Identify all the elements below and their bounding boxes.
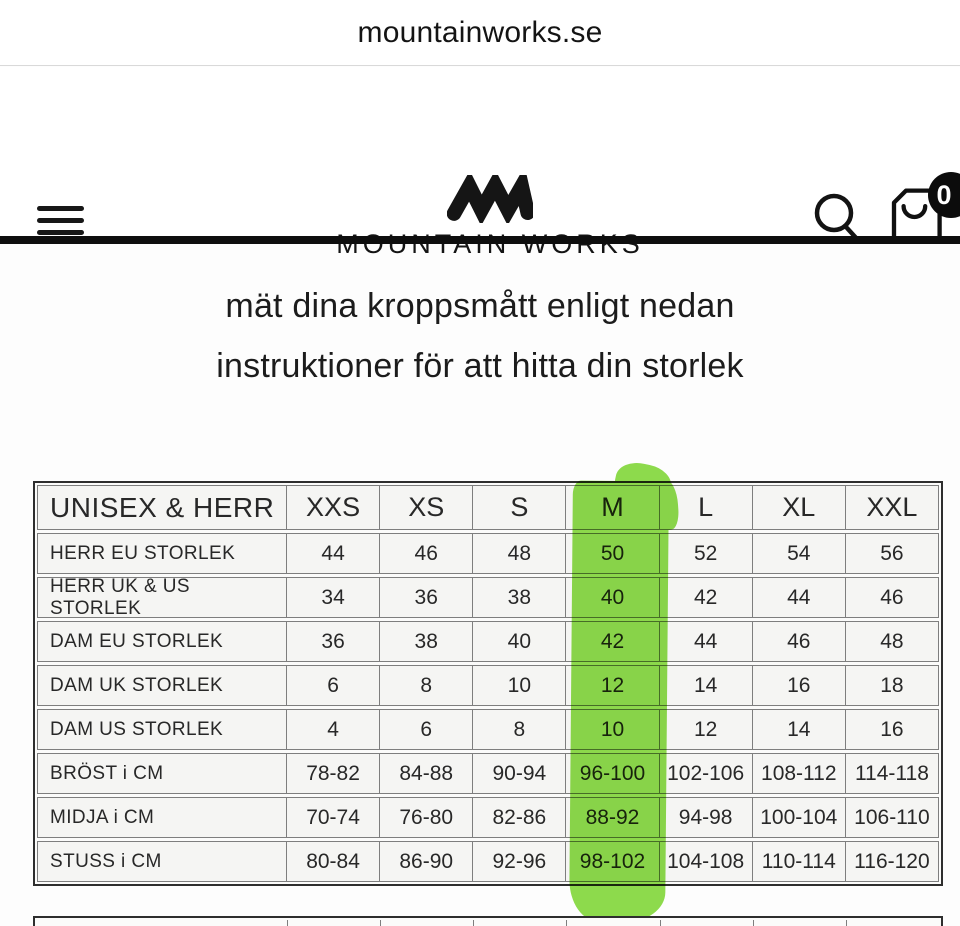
value-cell: 40 [473, 622, 567, 661]
value-cell: 46 [380, 534, 474, 573]
size-column-header: XS [380, 486, 474, 529]
shop-header: MOUNTAIN WORKS 0 [0, 67, 960, 259]
value-cell: 50 [566, 534, 660, 573]
brand-name: MOUNTAIN WORKS [336, 229, 644, 259]
value-cell: 86-90 [380, 842, 474, 881]
row-label: DAM UK STORLEK [37, 666, 287, 705]
value-cell: 54 [753, 534, 846, 573]
table-row: DAM US STORLEK 4 6 8 10 12 14 16 [37, 709, 939, 750]
size-column-header: L [660, 486, 753, 529]
value-cell: 36 [287, 622, 381, 661]
row-label: MIDJA i CM [37, 798, 287, 837]
value-cell: 88-92 [566, 798, 660, 837]
value-cell: 8 [380, 666, 474, 705]
size-column-header: XL [753, 486, 846, 529]
hamburger-icon [37, 206, 84, 211]
value-cell: 104-108 [660, 842, 753, 881]
value-cell: 38 [380, 622, 474, 661]
heading-line-1: mät dina kroppsmått enligt nedan [225, 287, 735, 325]
next-table-top-edge [33, 916, 943, 926]
value-cell: 10 [473, 666, 567, 705]
value-cell: 6 [287, 666, 381, 705]
site-topbar: mountainworks.se [0, 0, 960, 66]
value-cell: 48 [473, 534, 567, 573]
table-row: MIDJA i CM 70-74 76-80 82-86 88-92 94-98 100-1… [37, 797, 939, 838]
table-row: DAM UK STORLEK 6 8 10 12 14 16 18 [37, 665, 939, 706]
value-cell: 46 [753, 622, 846, 661]
value-cell: 114-118 [846, 754, 939, 793]
value-cell: 84-88 [380, 754, 474, 793]
value-cell: 12 [566, 666, 660, 705]
value-cell: 76-80 [380, 798, 474, 837]
value-cell: 4 [287, 710, 381, 749]
value-cell: 42 [660, 578, 753, 617]
table-header-row: UNISEX & HERR XXS XS S M L XL XXL [37, 485, 939, 530]
value-cell: 90-94 [473, 754, 567, 793]
value-cell: 10 [566, 710, 660, 749]
page-heading: mät dina kroppsmått enligt nedan instruk… [0, 276, 960, 396]
row-label: HERR EU STORLEK [37, 534, 287, 573]
value-cell: 14 [753, 710, 846, 749]
site-url-label: mountainworks.se [357, 15, 603, 49]
value-cell: 8 [473, 710, 567, 749]
value-cell: 52 [660, 534, 753, 573]
value-cell: 94-98 [660, 798, 753, 837]
brand-logo[interactable]: MOUNTAIN WORKS [330, 175, 650, 267]
value-cell: 116-120 [846, 842, 939, 881]
value-cell: 6 [380, 710, 474, 749]
table-title-cell: UNISEX & HERR [37, 486, 287, 529]
value-cell: 16 [753, 666, 846, 705]
row-label: DAM EU STORLEK [37, 622, 287, 661]
value-cell: 12 [660, 710, 753, 749]
value-cell: 106-110 [846, 798, 939, 837]
value-cell: 92-96 [473, 842, 567, 881]
row-label: STUSS i CM [37, 842, 287, 881]
value-cell: 70-74 [287, 798, 381, 837]
size-column-header: XXL [846, 486, 939, 529]
heading-line-2: instruktioner för att hitta din storlek [216, 347, 744, 385]
row-label: HERR UK & US STORLEK [37, 578, 287, 617]
size-column-header: S [473, 486, 567, 529]
row-label: DAM US STORLEK [37, 710, 287, 749]
header-divider-bar [0, 236, 960, 244]
value-cell: 46 [846, 578, 939, 617]
value-cell: 102-106 [660, 754, 753, 793]
value-cell: 100-104 [753, 798, 846, 837]
value-cell: 110-114 [753, 842, 846, 881]
value-cell: 48 [846, 622, 939, 661]
value-cell: 78-82 [287, 754, 381, 793]
value-cell: 34 [287, 578, 381, 617]
mountain-zigzag-icon [447, 175, 533, 223]
cart-count-badge: 0 [928, 172, 960, 218]
hamburger-menu-button[interactable] [30, 195, 92, 245]
value-cell: 38 [473, 578, 567, 617]
value-cell: 14 [660, 666, 753, 705]
value-cell: 40 [566, 578, 660, 617]
row-label: BRÖST i CM [37, 754, 287, 793]
value-cell: 80-84 [287, 842, 381, 881]
size-table: UNISEX & HERR XXS XS S M L XL XXL HERR EU STORL… [33, 481, 943, 886]
value-cell: 36 [380, 578, 474, 617]
table-row: BRÖST i CM 78-82 84-88 90-94 96-100 102-106 10… [37, 753, 939, 794]
value-cell: 56 [846, 534, 939, 573]
value-cell: 44 [753, 578, 846, 617]
value-cell: 96-100 [566, 754, 660, 793]
size-column-header: M [566, 486, 660, 529]
value-cell: 82-86 [473, 798, 567, 837]
value-cell: 44 [660, 622, 753, 661]
table-row: HERR EU STORLEK 44 46 48 50 52 54 56 [37, 533, 939, 574]
value-cell: 108-112 [753, 754, 846, 793]
value-cell: 18 [846, 666, 939, 705]
value-cell: 98-102 [566, 842, 660, 881]
value-cell: 16 [846, 710, 939, 749]
value-cell: 44 [287, 534, 381, 573]
value-cell: 42 [566, 622, 660, 661]
table-row: DAM EU STORLEK 36 38 40 42 44 46 48 [37, 621, 939, 662]
cart-count: 0 [936, 179, 952, 210]
size-column-header: XXS [287, 486, 381, 529]
table-row: STUSS i CM 80-84 86-90 92-96 98-102 104-108 11… [37, 841, 939, 882]
table-row: HERR UK & US STORLEK 34 36 38 40 42 44 46 [37, 577, 939, 618]
